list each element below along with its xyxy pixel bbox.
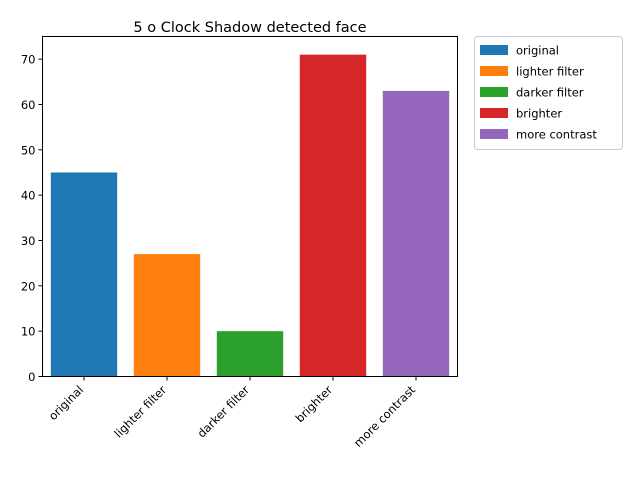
x-tick-label: lighter filter	[111, 383, 169, 441]
y-tick-label: 60	[21, 98, 36, 112]
bars-group	[50, 54, 450, 377]
x-tick-label: original	[46, 383, 86, 423]
bar-darker-filter	[216, 331, 284, 377]
legend-label: brighter	[516, 107, 562, 121]
legend-frame	[474, 36, 623, 150]
bar-original	[50, 172, 118, 377]
legend-label: original	[516, 44, 559, 58]
legend-swatch	[480, 129, 508, 139]
y-tick-label: 70	[21, 53, 36, 67]
legend-swatch	[480, 108, 508, 118]
y-tick-label: 30	[21, 234, 36, 248]
legend-label: lighter filter	[516, 65, 584, 79]
legend-swatch	[480, 87, 508, 97]
x-tick-label: more contrast	[351, 382, 418, 449]
y-tick-label: 0	[28, 370, 35, 384]
bar-more-contrast	[382, 90, 450, 377]
x-axis: original lighter filter darker filter brigh…	[46, 376, 418, 450]
bar-brighter	[299, 54, 367, 377]
legend-label: darker filter	[516, 86, 584, 100]
y-tick-label: 10	[21, 325, 36, 339]
y-tick-label: 40	[21, 189, 36, 203]
legend-label: more contrast	[516, 128, 597, 142]
legend-swatch	[480, 66, 508, 76]
y-axis: 0 10 20 30 40 50 60 70	[21, 53, 43, 384]
y-tick-label: 50	[21, 143, 36, 157]
bar-lighter-filter	[133, 254, 201, 377]
legend-swatch	[480, 45, 508, 55]
y-tick-label: 20	[21, 279, 36, 293]
x-tick-label: darker filter	[194, 383, 252, 441]
legend: original lighter filter darker filter brigh…	[474, 36, 623, 150]
plot-frame	[42, 36, 458, 377]
x-tick-label: brighter	[293, 383, 336, 426]
chart-title: 5 o Clock Shadow detected face	[133, 20, 366, 36]
